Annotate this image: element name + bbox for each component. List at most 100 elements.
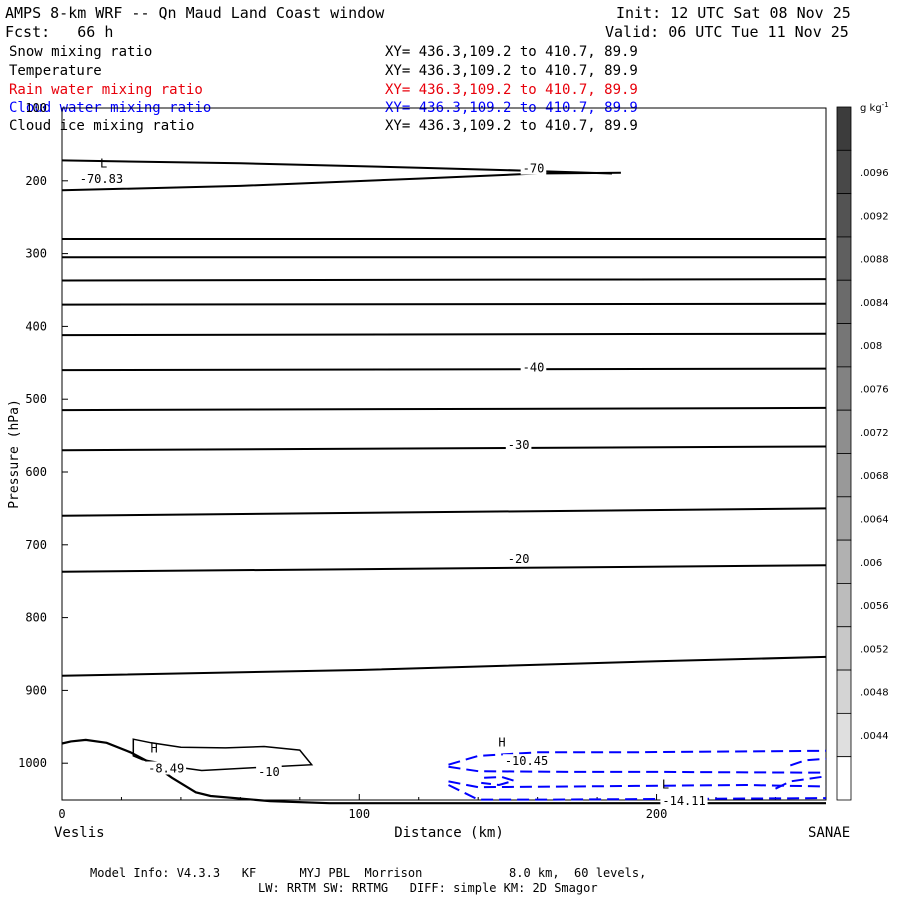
temperature-contour bbox=[61, 507, 827, 517]
x-axis-label: Distance (km) bbox=[394, 825, 504, 841]
extremum-marker: H bbox=[151, 741, 158, 755]
colorbar-swatch bbox=[836, 583, 852, 628]
colorbar-unit: g kg-1 bbox=[860, 101, 889, 114]
colorbar-label: .0096 bbox=[860, 168, 889, 179]
y-tick-label: 600 bbox=[25, 465, 47, 479]
field-name-snow: Snow mixing ratio bbox=[9, 44, 153, 60]
cloud-water-contour bbox=[481, 775, 518, 787]
y-tick-label: 200 bbox=[25, 174, 47, 188]
field-xy-cloud-ice: XY= 436.3,109.2 to 410.7, 89.9 bbox=[385, 118, 638, 134]
colorbar-label: .0076 bbox=[860, 385, 889, 396]
colorbar-swatch bbox=[836, 756, 852, 801]
field-xy-rain: XY= 436.3,109.2 to 410.7, 89.9 bbox=[385, 82, 638, 98]
plot-frame bbox=[61, 107, 827, 801]
y-tick-label: 300 bbox=[25, 247, 47, 261]
y-tick-label: 700 bbox=[25, 538, 47, 552]
contour-label-bg bbox=[520, 161, 547, 175]
temperature-contour bbox=[61, 406, 827, 412]
cloud-water-contour bbox=[789, 757, 827, 767]
model-info-line1: Model Info: V4.3.3 KF MYJ PBL Morrison 8… bbox=[90, 866, 647, 880]
chart-title: AMPS 8-km WRF -- Qn Maud Land Coast wind… bbox=[5, 4, 385, 22]
y-tick-label: 400 bbox=[25, 319, 47, 333]
colorbar-swatch bbox=[836, 712, 852, 758]
init-time: Init: 12 UTC Sat 08 Nov 25 bbox=[616, 4, 851, 22]
field-xy-snow: XY= 436.3,109.2 to 410.7, 89.9 bbox=[385, 44, 638, 60]
colorbar-swatch bbox=[836, 496, 852, 541]
field-xy-temperature: XY= 436.3,109.2 to 410.7, 89.9 bbox=[385, 63, 638, 79]
colorbar-label: .0092 bbox=[860, 211, 889, 222]
colorbar-swatch bbox=[836, 539, 852, 584]
temperature-contour bbox=[61, 564, 827, 573]
field-name-cloud-ice: Cloud ice mixing ratio bbox=[9, 118, 195, 134]
contour-label-bg bbox=[146, 761, 187, 775]
contour-label-bg bbox=[256, 765, 282, 779]
contour-label: -30 bbox=[508, 438, 530, 452]
contour-label: -70.83 bbox=[80, 172, 123, 186]
colorbar-label: .0044 bbox=[860, 731, 889, 742]
temperature-contour bbox=[61, 367, 827, 372]
cloud-water-contour bbox=[775, 775, 827, 790]
y-tick-label: 500 bbox=[25, 392, 47, 406]
contour-label: -20 bbox=[508, 552, 530, 566]
cloud-water-contour bbox=[448, 765, 827, 774]
field-name-temperature: Temperature bbox=[9, 63, 102, 79]
colorbar-label: .0064 bbox=[860, 514, 889, 525]
cloud-water-contour bbox=[448, 749, 827, 766]
colorbar-swatch bbox=[836, 453, 852, 498]
contour-label: -40 bbox=[523, 360, 545, 374]
temperature-contour bbox=[61, 738, 826, 805]
left-endpoint-label: Veslis bbox=[54, 825, 105, 841]
colorbar-label: .0068 bbox=[860, 471, 889, 482]
contour-label-bg bbox=[502, 754, 551, 768]
colorbar-swatch bbox=[836, 236, 852, 281]
temperature-contour bbox=[61, 655, 827, 677]
y-tick-label: 900 bbox=[25, 683, 47, 697]
forecast-hour: Fcst: 66 h bbox=[5, 23, 114, 41]
extremum-marker: H bbox=[498, 735, 505, 749]
colorbar-label: .0052 bbox=[860, 644, 889, 655]
contour-label-bg bbox=[505, 438, 532, 452]
colorbar-swatch bbox=[836, 106, 852, 151]
colorbar-swatch bbox=[836, 149, 852, 195]
colorbar-swatch bbox=[836, 193, 852, 238]
temperature-contour bbox=[61, 171, 621, 192]
contour-label-bg bbox=[520, 360, 547, 374]
y-tick-label: 1000 bbox=[18, 756, 47, 770]
colorbar-swatch bbox=[836, 279, 852, 324]
temperature-contour bbox=[61, 159, 613, 175]
valid-time: Valid: 06 UTC Tue 11 Nov 25 bbox=[605, 23, 849, 41]
temperature-contour bbox=[61, 332, 827, 337]
contour-label-bg bbox=[660, 794, 708, 808]
contour-label: -70 bbox=[523, 162, 545, 176]
colorbar-swatch bbox=[836, 366, 852, 411]
x-tick-label: 100 bbox=[348, 807, 370, 821]
contour-label: -14.11 bbox=[662, 794, 705, 808]
colorbar-label: .006 bbox=[860, 558, 882, 569]
colorbar-swatch bbox=[836, 626, 852, 671]
colorbar-swatch bbox=[836, 669, 852, 714]
colorbar-swatch bbox=[836, 409, 852, 454]
colorbar-label: .0088 bbox=[860, 255, 889, 266]
temperature-contour bbox=[61, 302, 827, 306]
cloud-water-contour bbox=[448, 780, 827, 789]
contour-label-bg bbox=[505, 551, 532, 565]
contour-label: -8.49 bbox=[148, 761, 184, 775]
colorbar-label: .0084 bbox=[860, 298, 889, 309]
y-tick-label: 100 bbox=[25, 101, 47, 115]
extremum-marker: L bbox=[100, 157, 107, 171]
field-name-rain: Rain water mixing ratio bbox=[9, 82, 203, 98]
temperature-contour bbox=[61, 278, 827, 282]
x-tick-label: 200 bbox=[646, 807, 668, 821]
contour-label-bg bbox=[77, 171, 125, 185]
colorbar-label: .0048 bbox=[860, 688, 889, 699]
colorbar-swatch bbox=[836, 323, 852, 368]
temperature-contour-closed bbox=[132, 738, 314, 772]
extremum-marker: L bbox=[662, 778, 669, 792]
x-tick-label: 0 bbox=[58, 807, 65, 821]
contour-label: -10.45 bbox=[505, 754, 548, 768]
colorbar-label: .008 bbox=[860, 341, 882, 352]
colorbar-label: .0056 bbox=[860, 601, 889, 612]
y-axis-label: Pressure (hPa) bbox=[7, 399, 22, 509]
contour-label: -10 bbox=[258, 765, 280, 779]
